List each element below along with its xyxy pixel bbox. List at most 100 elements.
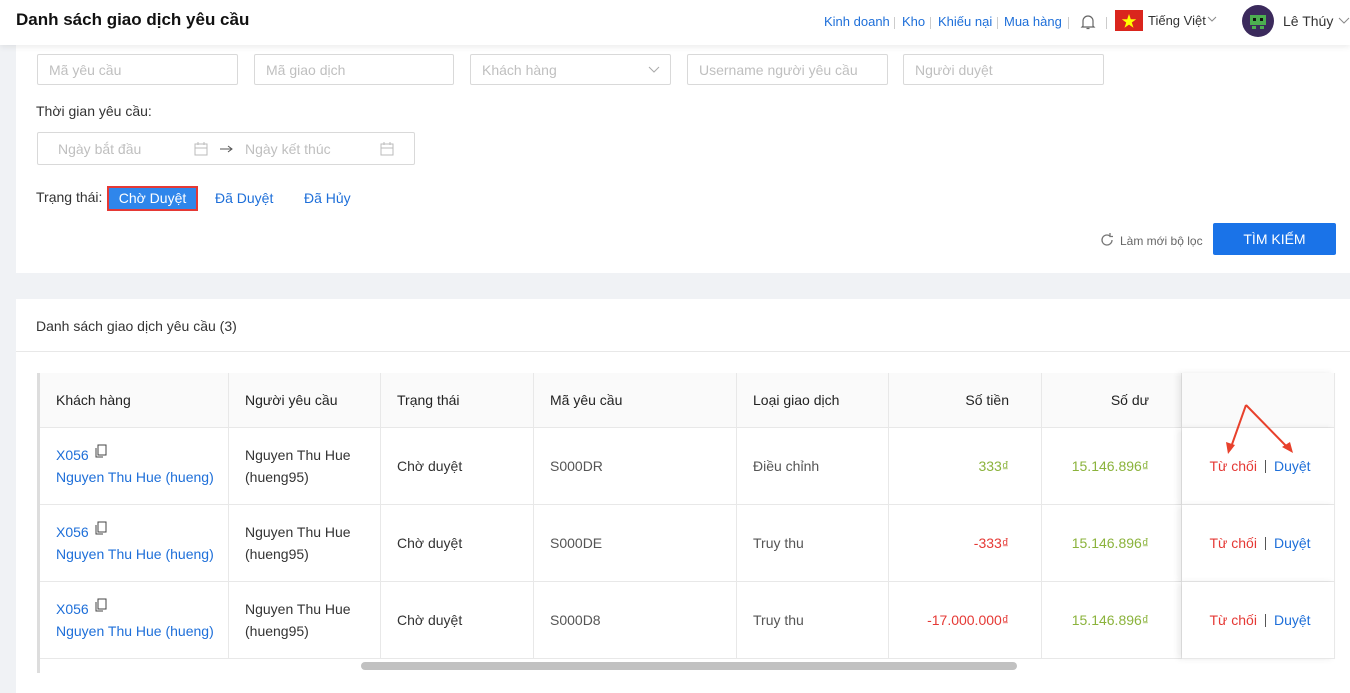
approve-link[interactable]: Duyệt — [1273, 612, 1311, 628]
requester: Nguyen Thu Hue (hueng95) — [245, 598, 351, 642]
requester-name: Nguyen Thu Hue — [245, 447, 351, 463]
copy-icon[interactable] — [95, 598, 107, 612]
chevron — [648, 66, 660, 73]
table-cell: X056 Nguyen Thu Hue (hueng) — [40, 505, 229, 582]
table-cell: Nguyen Thu Hue (hueng95) — [229, 428, 381, 505]
arrow-icon — [220, 145, 233, 153]
text-input[interactable]: Username người yêu cầu — [687, 54, 888, 85]
chevron — [1338, 17, 1350, 24]
select-input[interactable]: Khách hàng — [470, 54, 671, 85]
transaction-type: Điều chỉnh — [753, 458, 820, 474]
column-header: Trạng thái — [397, 392, 460, 408]
table-cell: Nguyen Thu Hue (hueng95) — [229, 505, 381, 582]
data-table: Khách hàng Người yêu cầu Trạng thái Mã yêu … — [37, 373, 1335, 673]
table-cell: Từ chối Duyệt — [1182, 428, 1335, 505]
customer-code[interactable]: X056 — [56, 447, 89, 463]
table-cell: Từ chối Duyệt — [1182, 582, 1335, 659]
table-cell: X056 Nguyen Thu Hue (hueng) — [40, 428, 229, 505]
header-cell: Số dư — [1042, 373, 1182, 428]
separator — [894, 17, 895, 29]
table-cell: -17.000.000₫ — [889, 582, 1042, 659]
approve-link[interactable]: Duyệt — [1273, 535, 1311, 551]
page-title: Danh sách giao dịch yêu cầu — [16, 10, 250, 29]
customer: X056 Nguyen Thu Hue (hueng) — [56, 444, 214, 488]
approve-link[interactable]: Duyệt — [1273, 458, 1311, 474]
language[interactable]: Tiếng Việt — [1148, 13, 1206, 28]
separator — [1264, 459, 1266, 473]
calendar-icon — [194, 142, 208, 156]
reset-link[interactable]: Làm mới bộ lọc — [1120, 234, 1203, 248]
column-header: Khách hàng — [56, 392, 131, 408]
customer-name[interactable]: Nguyen Thu Hue (hueng) — [56, 469, 214, 485]
bell-icon[interactable] — [1080, 13, 1096, 31]
column-header: Số tiền — [965, 392, 1009, 408]
text-input[interactable]: Mã giao dịch — [254, 54, 454, 85]
customer: X056 Nguyen Thu Hue (hueng) — [56, 521, 214, 565]
refresh-icon — [1101, 233, 1113, 246]
nav-link[interactable]: Khiếu nại — [938, 14, 993, 29]
copy-icon[interactable] — [95, 521, 107, 535]
table-cell: Từ chối Duyệt — [1182, 505, 1335, 582]
table-cell: S000DE — [534, 505, 737, 582]
table-cell: 333₫ — [889, 428, 1042, 505]
copy-icon[interactable] — [95, 444, 107, 458]
separator — [1264, 613, 1266, 627]
separator — [1068, 17, 1069, 29]
reject-link[interactable]: Từ chối — [1209, 458, 1257, 474]
table-cell: Truy thu — [737, 505, 889, 582]
customer-code[interactable]: X056 — [56, 601, 89, 617]
table-cell: Chờ duyệt — [381, 428, 534, 505]
column-header: Loại giao dịch — [753, 392, 840, 408]
text-input[interactable]: Người duyệt — [903, 54, 1104, 85]
status-tab[interactable]: Đã Duyệt — [215, 190, 274, 206]
table-cell: S000DR — [534, 428, 737, 505]
table-cell: Chờ duyệt — [381, 582, 534, 659]
transaction-type: Truy thu — [753, 535, 804, 551]
scrollbar[interactable] — [361, 662, 1017, 670]
divider — [16, 351, 1350, 352]
customer: X056 Nguyen Thu Hue (hueng) — [56, 598, 214, 642]
chevron — [1207, 16, 1217, 22]
header-cell: Trạng thái — [381, 373, 534, 428]
table-cell: Điều chỉnh — [737, 428, 889, 505]
user-name[interactable]: Lê Thúy — [1283, 13, 1334, 29]
requester: Nguyen Thu Hue (hueng95) — [245, 521, 351, 565]
balance: 15.146.896₫ — [1071, 535, 1149, 551]
customer-name[interactable]: Nguyen Thu Hue (hueng) — [56, 623, 214, 639]
customer-name[interactable]: Nguyen Thu Hue (hueng) — [56, 546, 214, 562]
avatar[interactable] — [1242, 5, 1274, 37]
requester-name: Nguyen Thu Hue — [245, 601, 351, 617]
reject-link[interactable]: Từ chối — [1209, 535, 1257, 551]
label: Thời gian yêu cầu: — [36, 103, 152, 119]
calendar-icon — [380, 142, 394, 156]
requester-name: Nguyen Thu Hue — [245, 524, 351, 540]
amount: -333₫ — [973, 535, 1009, 551]
column-header: Số dư — [1110, 392, 1149, 408]
card-title: Danh sách giao dịch yêu cầu (3) — [36, 318, 237, 334]
nav-link[interactable]: Kho — [902, 14, 926, 29]
table-cell: 15.146.896₫ — [1042, 505, 1182, 582]
balance: 15.146.896₫ — [1071, 612, 1149, 628]
status-tab[interactable]: Đã Hủy — [304, 190, 351, 206]
flag-icon[interactable] — [1115, 10, 1143, 31]
customer-code[interactable]: X056 — [56, 524, 89, 540]
balance: 15.146.896₫ — [1071, 458, 1149, 474]
nav-link[interactable]: Mua hàng — [1004, 14, 1062, 29]
table-cell: S000D8 — [534, 582, 737, 659]
status-tab-active[interactable]: Chờ Duyệt — [107, 186, 198, 211]
text-input[interactable]: Mã yêu cầu — [37, 54, 238, 85]
top-bar: Danh sách giao dịch yêu cầu Kinh doanh K… — [0, 0, 1350, 45]
requester: Nguyen Thu Hue (hueng95) — [245, 444, 351, 488]
search-button[interactable]: TÌM KIẾM — [1213, 223, 1336, 255]
nav-link[interactable]: Kinh doanh — [824, 14, 890, 29]
status: Chờ duyệt — [397, 535, 463, 551]
label: Trạng thái: — [36, 189, 103, 205]
separator — [1106, 17, 1107, 29]
table-cell: Chờ duyệt — [381, 505, 534, 582]
separator — [930, 17, 931, 29]
request-code: S000D8 — [550, 612, 601, 628]
date-range[interactable]: Ngày bắt đầu Ngày kết thúc — [37, 132, 415, 165]
reject-link[interactable]: Từ chối — [1209, 612, 1257, 628]
table-cell: X056 Nguyen Thu Hue (hueng) — [40, 582, 229, 659]
